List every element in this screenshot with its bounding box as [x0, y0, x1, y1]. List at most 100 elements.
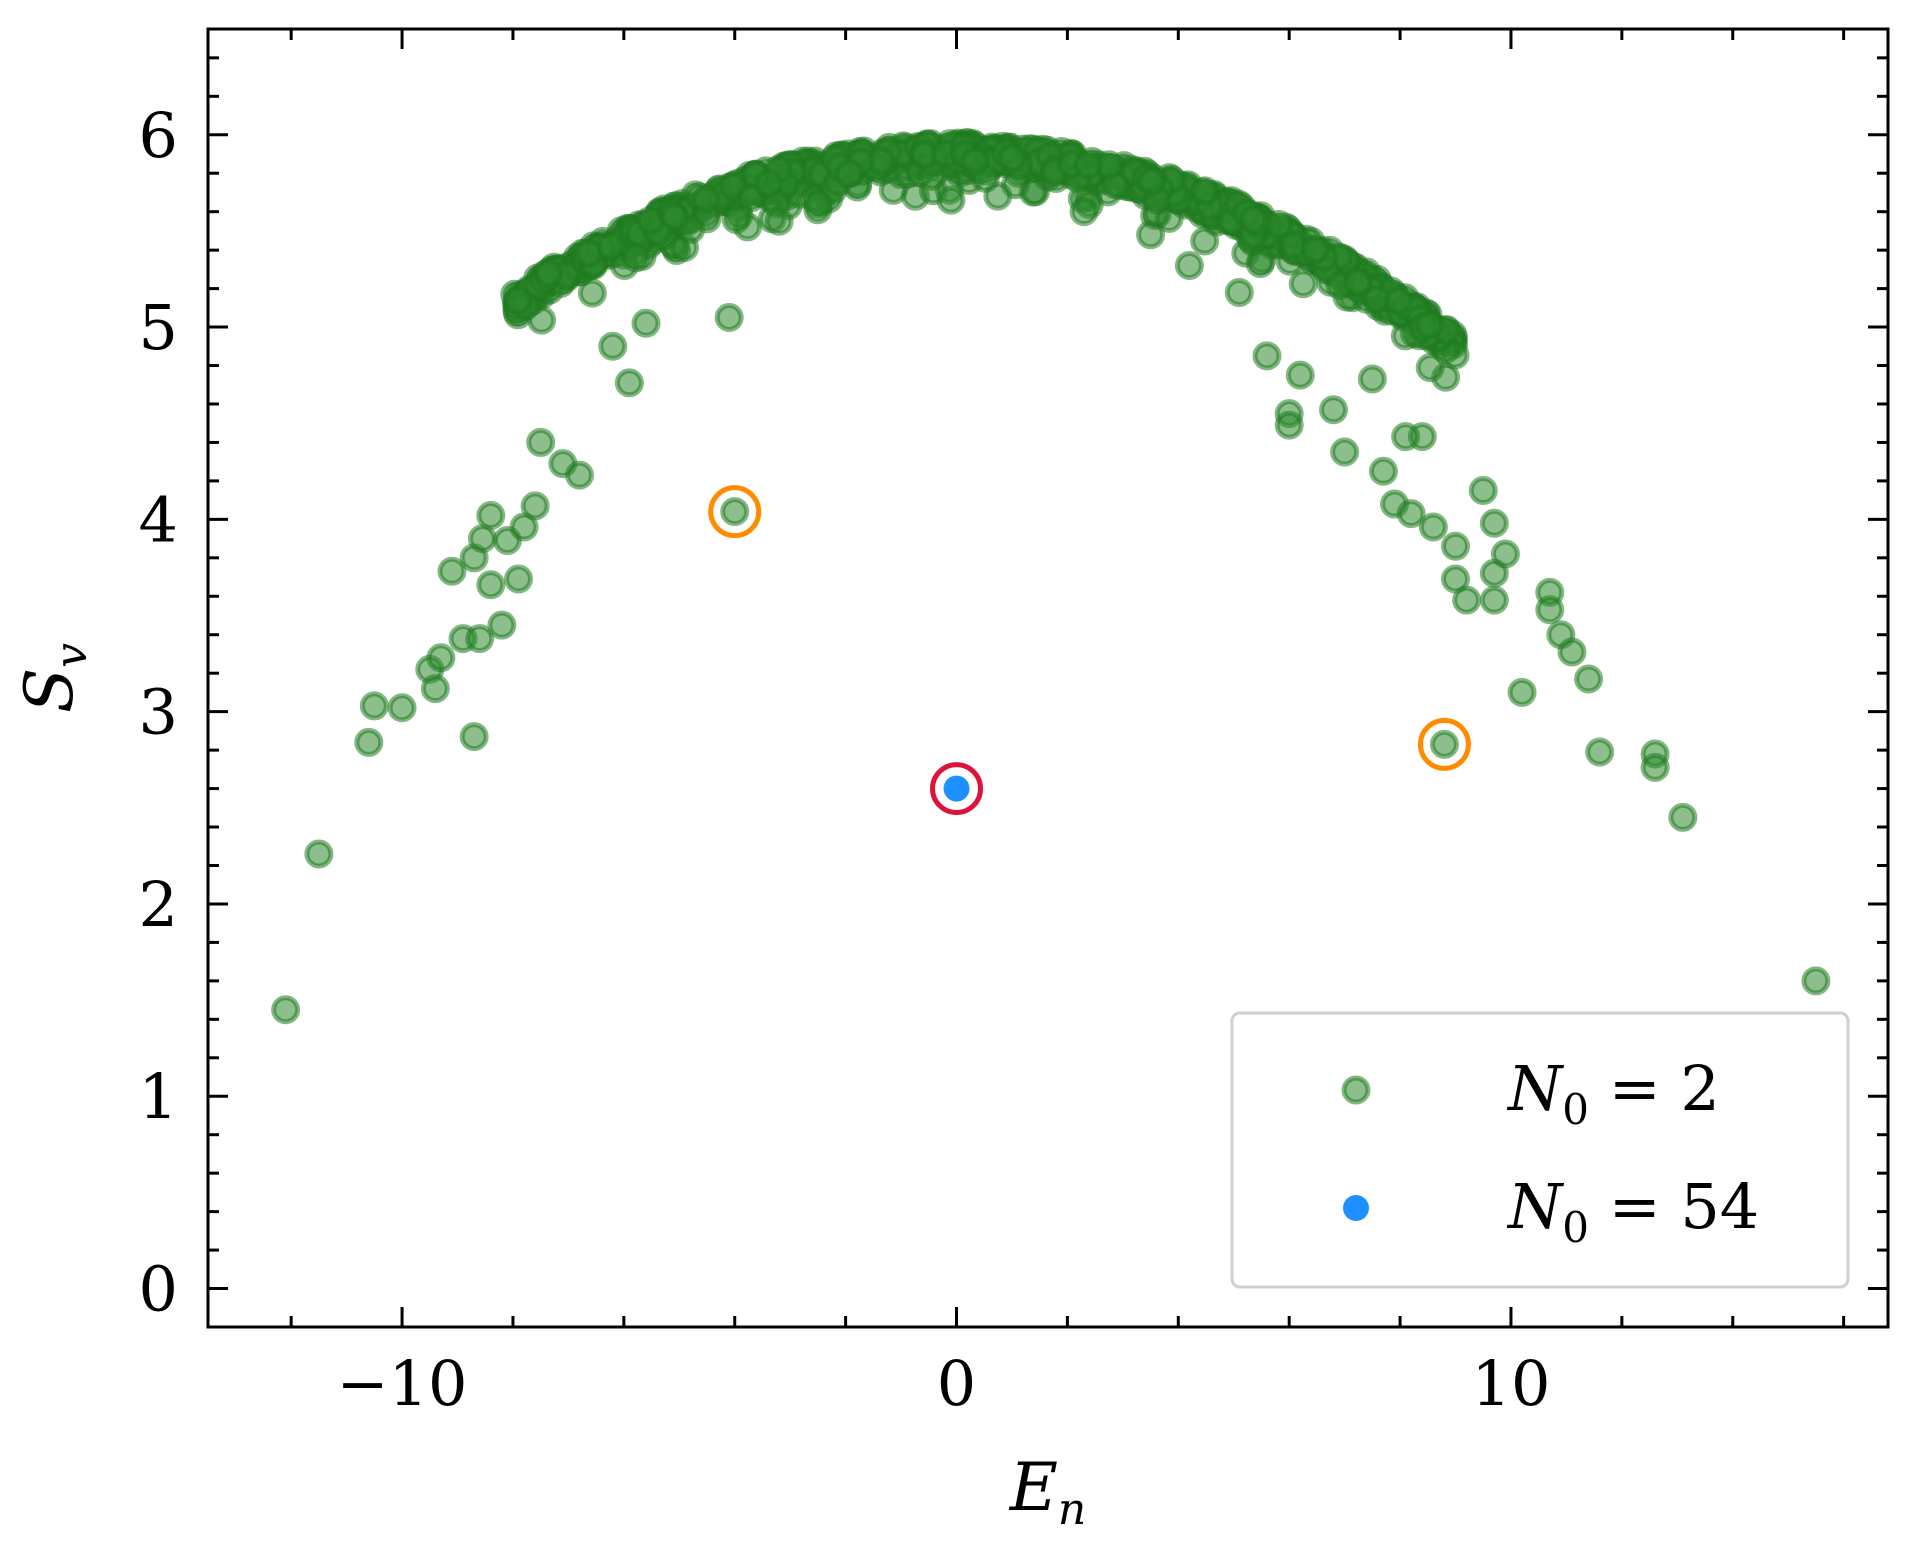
- legend-label-n0-2-main: N: [1506, 1052, 1565, 1125]
- series-n0-54: [943, 775, 970, 802]
- y-axis-label-sub: v: [46, 643, 97, 668]
- data-point: [1300, 235, 1330, 265]
- data-point: [476, 570, 506, 600]
- orange-circle: [1417, 717, 1471, 771]
- red-circle: [930, 762, 984, 816]
- data-point: [960, 146, 990, 176]
- data-point: [1288, 269, 1318, 299]
- data-point: [564, 460, 594, 490]
- data-point: [526, 427, 556, 457]
- data-point: [520, 491, 550, 521]
- data-point: [614, 368, 644, 398]
- data-point: [533, 258, 563, 288]
- data-point: [1190, 176, 1220, 206]
- data-point: [1330, 437, 1360, 467]
- data-point: [1801, 966, 1831, 996]
- data-point: [943, 775, 970, 802]
- data-point: [764, 206, 794, 236]
- data-point: [721, 204, 751, 234]
- data-point: [1136, 220, 1166, 250]
- legend-box: [1230, 1011, 1850, 1289]
- data-point: [1384, 286, 1414, 316]
- legend-marker-n0-2: [1341, 1075, 1371, 1105]
- data-point: [621, 243, 651, 273]
- data-point: [271, 995, 301, 1025]
- data-point: [1585, 737, 1615, 767]
- data-point: [437, 556, 467, 586]
- data-point: [1069, 197, 1099, 227]
- legend-label-n0-54: N0 = 54: [1506, 1170, 1759, 1252]
- data-point: [420, 674, 450, 704]
- legend-label-n0-2-rest: = 2: [1589, 1052, 1720, 1125]
- data-point: [487, 610, 517, 640]
- y-tick-label: 2: [139, 868, 178, 941]
- legend-label-n0-54-sub: 0: [1562, 1203, 1589, 1252]
- data-point: [754, 169, 784, 199]
- data-point: [577, 278, 607, 308]
- data-point: [1368, 456, 1398, 486]
- data-point: [803, 189, 833, 219]
- data-point: [1414, 310, 1444, 340]
- data-point: [1252, 341, 1282, 371]
- data-point: [714, 302, 744, 332]
- plot-frame: [206, 27, 1890, 1329]
- data-point: [1415, 353, 1445, 383]
- y-tick-label: 1: [139, 1060, 178, 1133]
- data-point: [1557, 637, 1587, 667]
- data-point: [631, 308, 661, 338]
- highlight-rings: [708, 485, 1471, 816]
- data-point: [720, 497, 750, 527]
- data-point: [1429, 729, 1459, 759]
- data-point: [596, 231, 626, 261]
- x-tick-label: 0: [937, 1347, 976, 1420]
- y-tick-label: 0: [139, 1253, 178, 1326]
- x-axis-label-main: E: [1009, 1449, 1058, 1526]
- data-point: [1668, 802, 1698, 832]
- y-tick-label: 4: [139, 483, 178, 556]
- legend-label-n0-2: N0 = 2: [1506, 1052, 1720, 1134]
- data-point: [691, 184, 721, 214]
- data-point: [660, 202, 690, 232]
- tick-labels: −10 0 10 0 1 2 3 4 5 6: [139, 99, 1551, 1420]
- data-point: [354, 727, 384, 757]
- data-point: [997, 143, 1027, 173]
- data-point: [426, 643, 456, 673]
- data-point: [1073, 150, 1103, 180]
- series-n0-2: [271, 128, 1831, 1025]
- data-point: [359, 691, 389, 721]
- data-point: [1452, 585, 1482, 615]
- data-point: [834, 159, 864, 189]
- legend-marker-dot: [1341, 1075, 1371, 1105]
- data-point: [1285, 360, 1315, 390]
- data-point: [1507, 677, 1537, 707]
- data-point: [1018, 177, 1048, 207]
- data-point: [598, 331, 628, 361]
- legend: N0 = 2 N0 = 54: [1230, 1011, 1850, 1289]
- data-point: [476, 501, 506, 531]
- legend-marker-n0-54: [1343, 1195, 1369, 1221]
- data-point: [503, 285, 533, 315]
- data-point: [1224, 277, 1254, 307]
- legend-label-n0-54-rest: = 54: [1589, 1170, 1759, 1243]
- data-point: [1535, 595, 1565, 625]
- data-point: [1468, 476, 1498, 506]
- data-point: [465, 624, 495, 654]
- legend-label-n0-54-main: N: [1506, 1170, 1565, 1243]
- legend-marker-dot: [1343, 1195, 1369, 1221]
- y-tick-label: 5: [139, 291, 178, 364]
- data-point: [1245, 249, 1275, 279]
- x-axis-label-sub: n: [1058, 1484, 1086, 1535]
- data-point: [467, 524, 497, 554]
- orange-circle: [708, 485, 762, 539]
- axis-ticks: [208, 29, 1888, 1329]
- data-point: [387, 693, 417, 723]
- data-point: [503, 564, 533, 594]
- data-point: [304, 839, 334, 869]
- data-point: [1396, 499, 1426, 529]
- data-point: [1479, 585, 1509, 615]
- data-point: [1574, 664, 1604, 694]
- data-point: [1391, 422, 1421, 452]
- data-point: [1490, 539, 1520, 569]
- data-point: [1174, 251, 1204, 281]
